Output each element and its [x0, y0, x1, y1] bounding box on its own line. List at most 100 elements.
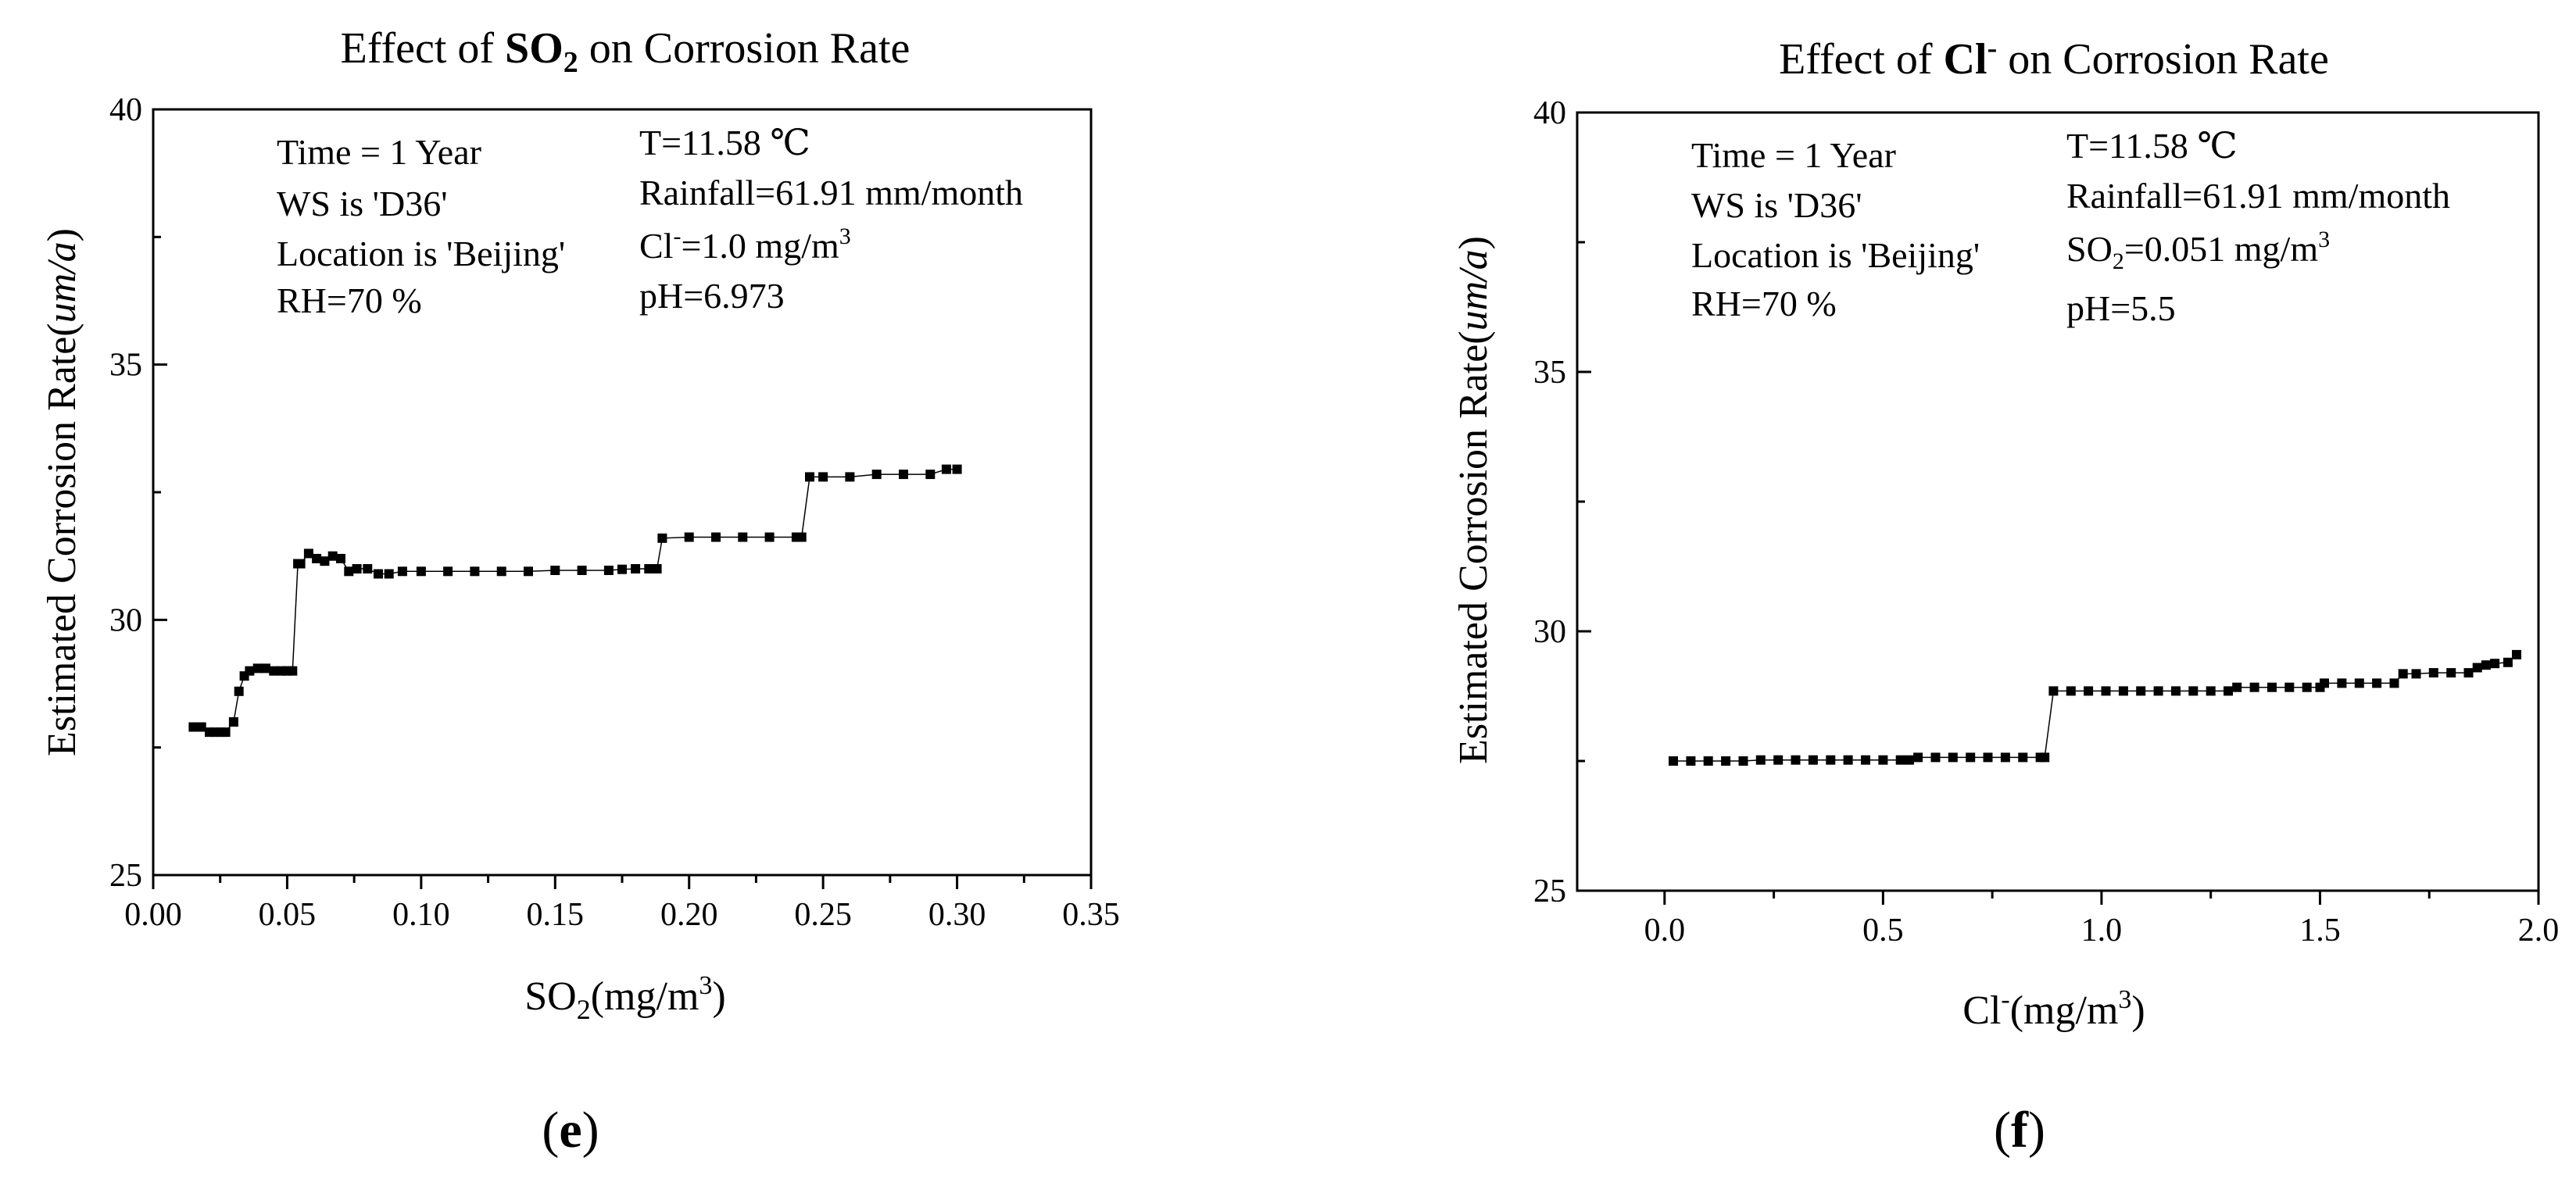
chart-e-annotation-temp: T=11.58 ℃: [639, 123, 810, 163]
y-tick-label: 35: [1533, 355, 1566, 391]
chart-e-ylabel: Estimated Corrosion Rate(um/a): [40, 228, 84, 756]
chart-f-annotation-rain: Rainfall=61.91 mm/month: [2066, 176, 2450, 216]
data-point: [344, 566, 354, 577]
chart-e-annotation-rain: Rainfall=61.91 mm/month: [639, 173, 1023, 213]
data-point: [805, 472, 814, 482]
data-point: [2446, 668, 2456, 678]
data-point: [188, 722, 199, 732]
data-point: [303, 548, 313, 559]
y-tick-label: 40: [1533, 95, 1566, 131]
data-point: [1966, 752, 1976, 763]
data-point: [252, 663, 263, 673]
data-point: [2188, 686, 2199, 696]
data-point: [550, 566, 560, 575]
x-tick-label: 1.0: [2081, 913, 2123, 949]
chart-f: Effect of Cl- on Corrosion Rate 25 30 35 40…: [1451, 32, 2559, 1159]
data-point: [845, 472, 855, 482]
data-point: [443, 566, 453, 577]
series-line: [1673, 654, 2517, 762]
data-point: [2302, 682, 2312, 692]
data-point: [1808, 755, 1818, 765]
y-tick-label: 35: [109, 348, 142, 384]
chart-f-annotation-temp: T=11.58 ℃: [2066, 126, 2238, 166]
series-line: [193, 468, 957, 733]
data-point: [261, 663, 270, 673]
data-point: [295, 559, 306, 569]
y-tick-label: 25: [109, 858, 142, 894]
data-point: [2136, 686, 2146, 696]
data-point: [652, 564, 662, 573]
data-point: [2000, 752, 2010, 763]
data-point: [352, 564, 362, 573]
data-point: [327, 551, 338, 561]
data-point: [2249, 682, 2259, 692]
chart-e-annotation-ws: WS is 'D36': [277, 184, 447, 223]
chart-f-x-axis: 0.0 0.5 1.0 1.5 2.0: [1644, 891, 2560, 949]
data-point: [631, 564, 641, 573]
x-tick-label: 0.15: [527, 897, 585, 933]
data-point: [384, 569, 394, 579]
data-point: [2066, 686, 2076, 696]
x-tick-label: 2.0: [2518, 913, 2560, 949]
chart-f-annotation-rh: RH=70 %: [1691, 284, 1837, 323]
panel-label-e: (e): [542, 1102, 599, 1159]
chart-f-annotation-ws: WS is 'D36': [1691, 185, 1862, 225]
data-point: [1904, 755, 1914, 765]
data-point: [1843, 755, 1853, 765]
data-point: [796, 532, 807, 542]
data-point: [2490, 659, 2500, 669]
chart-f-plot-frame: [1576, 111, 2540, 892]
data-point: [2354, 678, 2364, 688]
data-point: [2463, 668, 2474, 678]
x-tick-label: 0.10: [392, 897, 450, 933]
data-point: [617, 564, 627, 574]
panel-label-f: (f): [1994, 1102, 2045, 1159]
data-point: [1791, 755, 1801, 765]
x-tick-label: 0.20: [660, 897, 718, 933]
chart-e: Effect of SO2 on Corrosion Rate 25 30 35 40…: [40, 24, 1120, 1159]
chart-e-xlabel: SO2(mg/m3): [524, 971, 725, 1025]
data-point: [496, 566, 506, 577]
chart-e-annotation-cl: Cl-=1.0 mg/m3: [639, 223, 851, 266]
chart-f-title: Effect of Cl- on Corrosion Rate: [1779, 32, 2329, 84]
data-point: [1895, 755, 1905, 765]
data-point: [1721, 756, 1731, 766]
x-tick-label: 0.05: [259, 897, 317, 933]
chart-e-annotation-ph: pH=6.973: [639, 276, 785, 316]
data-point: [397, 566, 407, 577]
data-point: [2372, 678, 2382, 688]
data-point: [220, 727, 231, 738]
x-tick-label: 0.0: [1644, 913, 1686, 949]
data-point: [738, 532, 748, 542]
data-point: [925, 470, 936, 480]
x-tick-label: 0.00: [124, 897, 182, 933]
data-point: [320, 556, 330, 566]
chart-f-y-axis: 25 30 35 40: [1533, 95, 1591, 909]
data-point: [2472, 663, 2482, 673]
data-point: [1983, 752, 1993, 763]
data-point: [952, 464, 962, 474]
data-point: [2320, 678, 2329, 688]
y-tick-label: 25: [1533, 874, 1566, 909]
data-point: [245, 666, 255, 676]
x-tick-label: 0.5: [1862, 913, 1904, 949]
data-point: [2048, 686, 2059, 696]
data-point: [2118, 686, 2128, 696]
chart-e-y-axis: 25 30 35 40: [109, 92, 167, 894]
data-point: [577, 566, 587, 575]
chart-e-plot-frame: [152, 108, 1093, 877]
y-tick-label: 30: [109, 602, 142, 638]
x-tick-label: 0.30: [928, 897, 986, 933]
data-point: [2389, 678, 2399, 688]
data-point: [2224, 686, 2233, 696]
data-point: [711, 532, 721, 542]
data-point: [2267, 682, 2277, 692]
data-point: [416, 566, 426, 577]
data-point: [2084, 686, 2094, 696]
data-point: [1686, 756, 1696, 766]
data-point: [228, 717, 238, 727]
data-point: [2337, 678, 2347, 688]
data-point: [1861, 755, 1870, 765]
chart-f-series: [1669, 649, 2521, 766]
